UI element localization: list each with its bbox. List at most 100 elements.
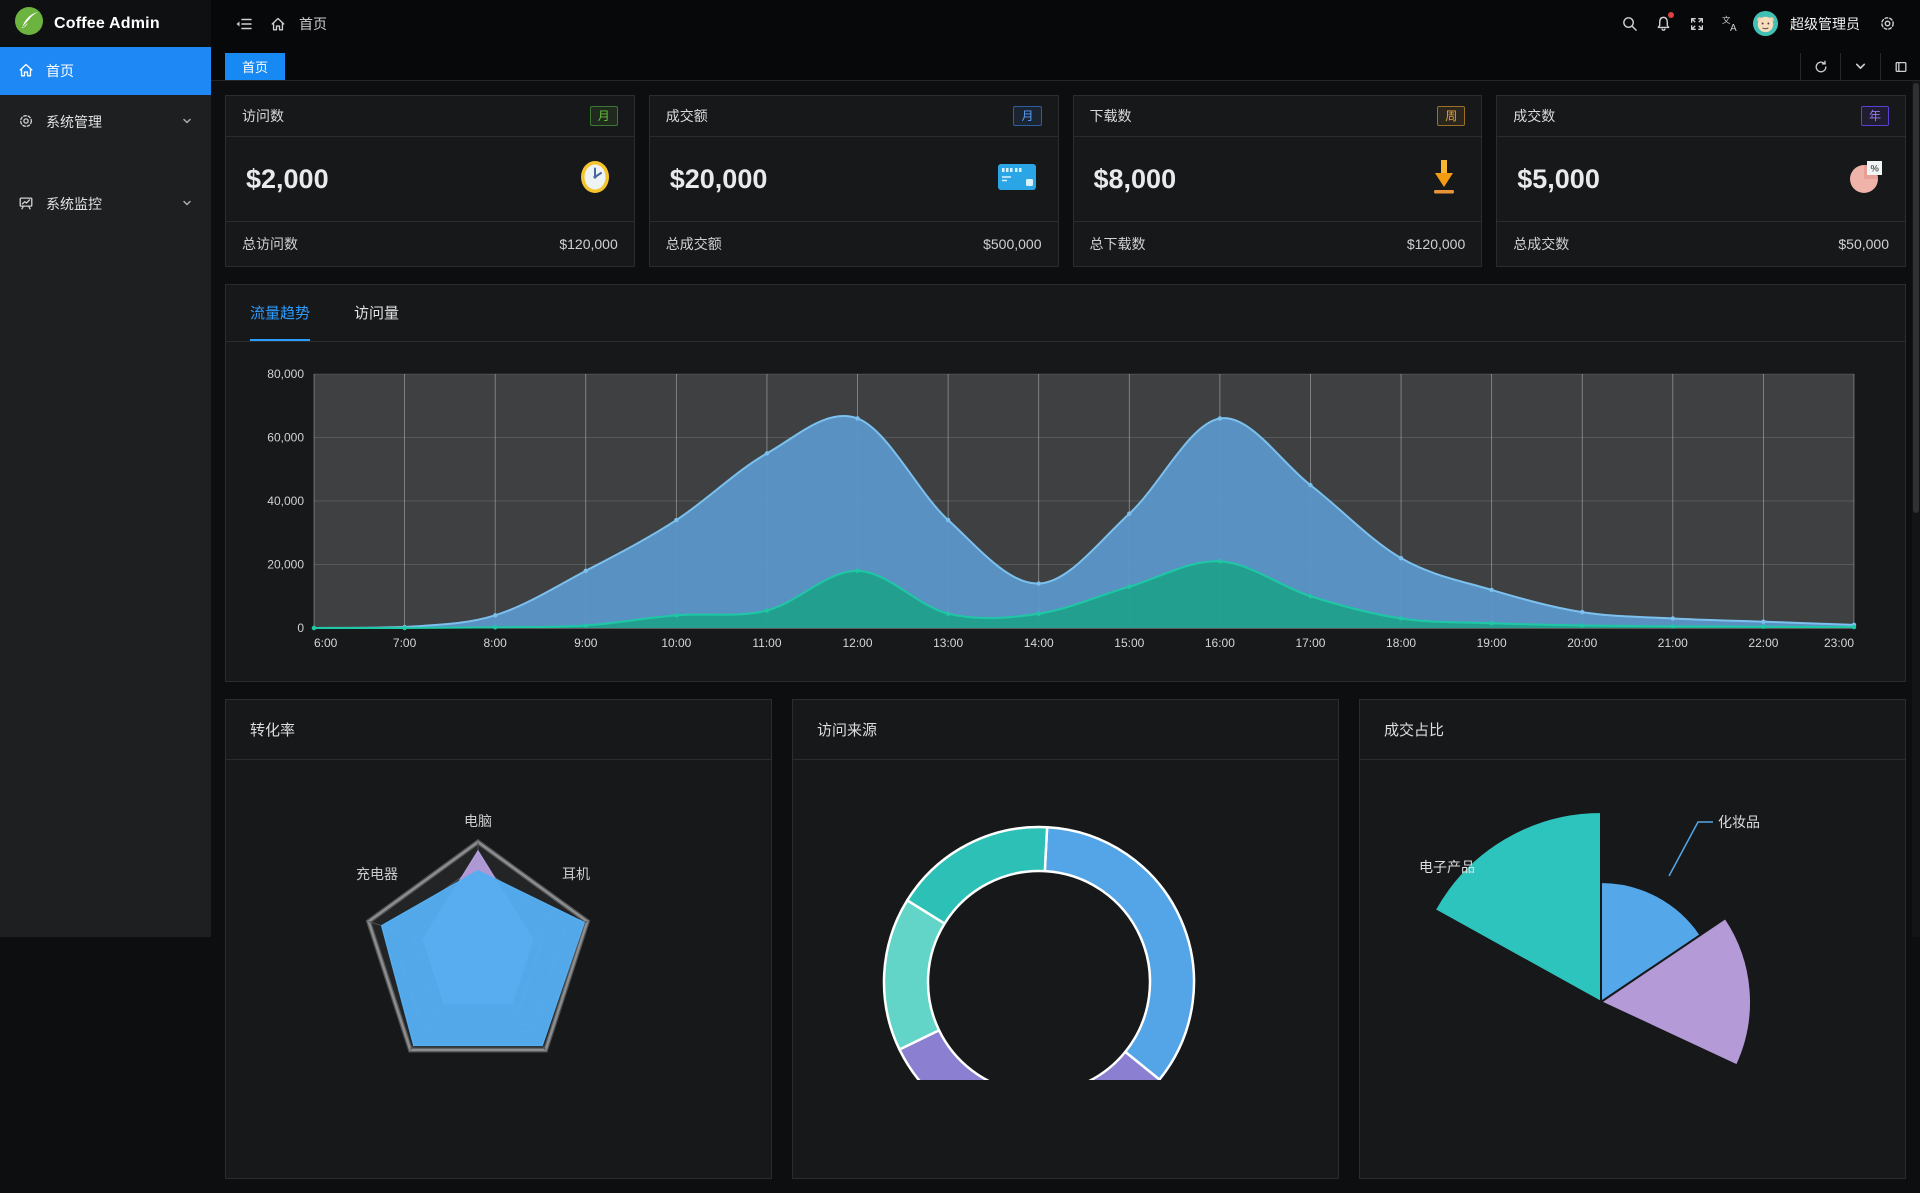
download-icon <box>1427 157 1461 202</box>
credit-card-icon <box>996 161 1038 198</box>
svg-text:22:00: 22:00 <box>1748 636 1778 650</box>
stat-value: $2,000 <box>246 164 329 195</box>
settings-gear-icon[interactable] <box>1870 7 1904 41</box>
svg-text:13:00: 13:00 <box>933 636 963 650</box>
pie-percent-icon: % <box>1847 158 1885 201</box>
tab-traffic-trend[interactable]: 流量趋势 <box>250 285 310 341</box>
notification-badge <box>1668 12 1674 18</box>
monitor-chart-icon <box>18 195 34 214</box>
username[interactable]: 超级管理员 <box>1790 14 1860 34</box>
svg-text:20:00: 20:00 <box>1567 636 1597 650</box>
refresh-icon[interactable] <box>1800 53 1840 80</box>
app-logo: Coffee Admin <box>0 0 211 47</box>
svg-text:40,000: 40,000 <box>267 494 304 508</box>
page-tabbar: 首页 <box>211 47 1920 81</box>
svg-text:16:00: 16:00 <box>1205 636 1235 650</box>
svg-text:18:00: 18:00 <box>1386 636 1416 650</box>
svg-text:充电器: 充电器 <box>356 866 398 882</box>
stat-value: $8,000 <box>1094 164 1177 195</box>
sidebar-item-label: 首页 <box>46 61 74 81</box>
period-badge: 年 <box>1861 106 1889 126</box>
scrollbar-thumb[interactable] <box>1913 83 1919 513</box>
period-badge: 周 <box>1437 106 1465 126</box>
svg-text:10:00: 10:00 <box>661 636 691 650</box>
card-title: 成交占比 <box>1360 700 1905 760</box>
sidebar: Coffee Admin 首页 系统管理 系统监控 <box>0 0 211 937</box>
stat-title: 访问数 <box>242 106 284 126</box>
svg-text:9:00: 9:00 <box>574 636 598 650</box>
avatar[interactable] <box>1748 7 1782 41</box>
app-title: Coffee Admin <box>54 15 160 33</box>
svg-text:耳机: 耳机 <box>562 866 590 882</box>
trend-tabs: 流量趋势 访问量 <box>226 285 1905 342</box>
home-icon <box>18 62 34 81</box>
stat-footer-label: 总下载数 <box>1090 234 1146 254</box>
svg-text:电子产品: 电子产品 <box>1419 859 1475 875</box>
sidebar-item-label: 系统监控 <box>46 194 102 214</box>
stat-card-turnover: 成交额 月 $20,000 总成交额 $500,000 <box>649 95 1059 267</box>
svg-text:%: % <box>1871 163 1880 174</box>
search-icon[interactable] <box>1612 7 1646 41</box>
svg-text:80,000: 80,000 <box>267 367 304 381</box>
collapse-sidebar-icon[interactable] <box>227 7 261 41</box>
stat-card-deals: 成交数 年 $5,000 % 总成交数 $50,000 <box>1496 95 1906 267</box>
stat-footer-label: 总成交数 <box>1513 234 1569 254</box>
main-content: 访问数 月 $2,000 总访问数 $120,000 <box>211 81 1920 1193</box>
svg-text:60,000: 60,000 <box>267 431 304 445</box>
breadcrumb-home-icon[interactable] <box>261 7 295 41</box>
clock-icon <box>576 157 614 202</box>
deal-share-card: 成交占比 电子产品 化妆品 <box>1359 699 1906 1179</box>
svg-text:8:00: 8:00 <box>483 636 507 650</box>
stat-cards-row: 访问数 月 $2,000 总访问数 $120,000 <box>225 95 1906 267</box>
sidebar-item-home[interactable]: 首页 <box>0 47 211 95</box>
svg-text:20,000: 20,000 <box>267 558 304 572</box>
stat-title: 下载数 <box>1090 106 1132 126</box>
svg-text:6:00: 6:00 <box>314 636 338 650</box>
chevron-down-icon[interactable] <box>1840 53 1880 80</box>
tab-home[interactable]: 首页 <box>225 53 285 80</box>
deal-share-pie-chart: 电子产品 化妆品 <box>1360 760 1905 1080</box>
maximize-icon[interactable] <box>1880 53 1920 80</box>
svg-text:A: A <box>1730 23 1737 33</box>
stat-footer-value: $120,000 <box>559 236 617 252</box>
stat-card-visits: 访问数 月 $2,000 总访问数 $120,000 <box>225 95 635 267</box>
gear-icon <box>18 113 34 132</box>
svg-text:19:00: 19:00 <box>1477 636 1507 650</box>
stat-footer-value: $50,000 <box>1838 236 1889 252</box>
svg-text:17:00: 17:00 <box>1295 636 1325 650</box>
stat-value: $20,000 <box>670 164 768 195</box>
stat-value: $5,000 <box>1517 164 1600 195</box>
stat-title: 成交数 <box>1513 106 1555 126</box>
visit-source-donut-chart <box>793 760 1338 1080</box>
stat-title: 成交额 <box>666 106 708 126</box>
stat-footer-label: 总成交额 <box>666 234 722 254</box>
conversion-rate-card: 转化率 电脑耳机 充电器 <box>225 699 772 1179</box>
visit-source-card: 访问来源 <box>792 699 1339 1179</box>
svg-text:11:00: 11:00 <box>752 636 781 650</box>
sidebar-item-system-monitor[interactable]: 系统监控 <box>0 180 211 228</box>
fullscreen-icon[interactable] <box>1680 7 1714 41</box>
period-badge: 月 <box>590 106 618 126</box>
svg-text:15:00: 15:00 <box>1114 636 1144 650</box>
svg-text:12:00: 12:00 <box>843 636 873 650</box>
svg-text:电脑: 电脑 <box>464 813 492 829</box>
svg-text:21:00: 21:00 <box>1658 636 1688 650</box>
card-title: 转化率 <box>226 700 771 760</box>
scrollbar[interactable] <box>1912 81 1920 937</box>
stat-footer-value: $500,000 <box>983 236 1041 252</box>
sidebar-item-system-admin[interactable]: 系统管理 <box>0 98 211 146</box>
translate-icon[interactable]: 文 A <box>1714 7 1748 41</box>
svg-text:化妆品: 化妆品 <box>1718 814 1760 830</box>
chevron-down-icon <box>181 196 193 212</box>
period-badge: 月 <box>1013 106 1041 126</box>
stat-footer-value: $120,000 <box>1407 236 1465 252</box>
tab-visit-volume[interactable]: 访问量 <box>354 285 399 341</box>
svg-text:0: 0 <box>297 621 304 635</box>
notification-bell-icon[interactable] <box>1646 7 1680 41</box>
svg-text:14:00: 14:00 <box>1024 636 1054 650</box>
leaf-logo-icon <box>14 6 44 41</box>
breadcrumb[interactable]: 首页 <box>299 14 327 34</box>
